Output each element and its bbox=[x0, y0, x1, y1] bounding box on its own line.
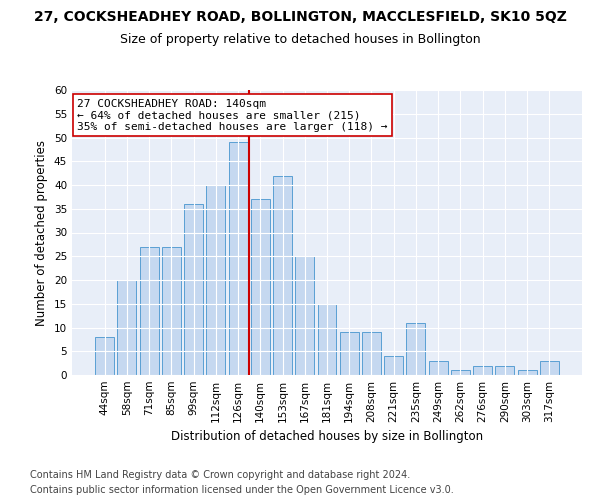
Bar bbox=[451, 370, 470, 375]
Text: Contains HM Land Registry data © Crown copyright and database right 2024.: Contains HM Land Registry data © Crown c… bbox=[30, 470, 410, 480]
Text: Size of property relative to detached houses in Bollington: Size of property relative to detached ho… bbox=[119, 32, 481, 46]
Bar bbox=[429, 361, 448, 375]
Bar bbox=[496, 366, 514, 375]
Y-axis label: Number of detached properties: Number of detached properties bbox=[35, 140, 49, 326]
Text: 27, COCKSHEADHEY ROAD, BOLLINGTON, MACCLESFIELD, SK10 5QZ: 27, COCKSHEADHEY ROAD, BOLLINGTON, MACCL… bbox=[34, 10, 566, 24]
X-axis label: Distribution of detached houses by size in Bollington: Distribution of detached houses by size … bbox=[171, 430, 483, 444]
Bar bbox=[473, 366, 492, 375]
Bar bbox=[340, 332, 359, 375]
Bar bbox=[184, 204, 203, 375]
Bar bbox=[273, 176, 292, 375]
Bar bbox=[384, 356, 403, 375]
Bar bbox=[362, 332, 381, 375]
Bar bbox=[118, 280, 136, 375]
Bar bbox=[140, 246, 158, 375]
Bar bbox=[295, 256, 314, 375]
Bar bbox=[518, 370, 536, 375]
Bar bbox=[162, 246, 181, 375]
Text: Contains public sector information licensed under the Open Government Licence v3: Contains public sector information licen… bbox=[30, 485, 454, 495]
Bar bbox=[317, 304, 337, 375]
Bar bbox=[229, 142, 248, 375]
Bar bbox=[206, 185, 225, 375]
Bar bbox=[540, 361, 559, 375]
Bar bbox=[95, 337, 114, 375]
Bar bbox=[251, 199, 270, 375]
Bar bbox=[406, 323, 425, 375]
Text: 27 COCKSHEADHEY ROAD: 140sqm
← 64% of detached houses are smaller (215)
35% of s: 27 COCKSHEADHEY ROAD: 140sqm ← 64% of de… bbox=[77, 98, 388, 132]
